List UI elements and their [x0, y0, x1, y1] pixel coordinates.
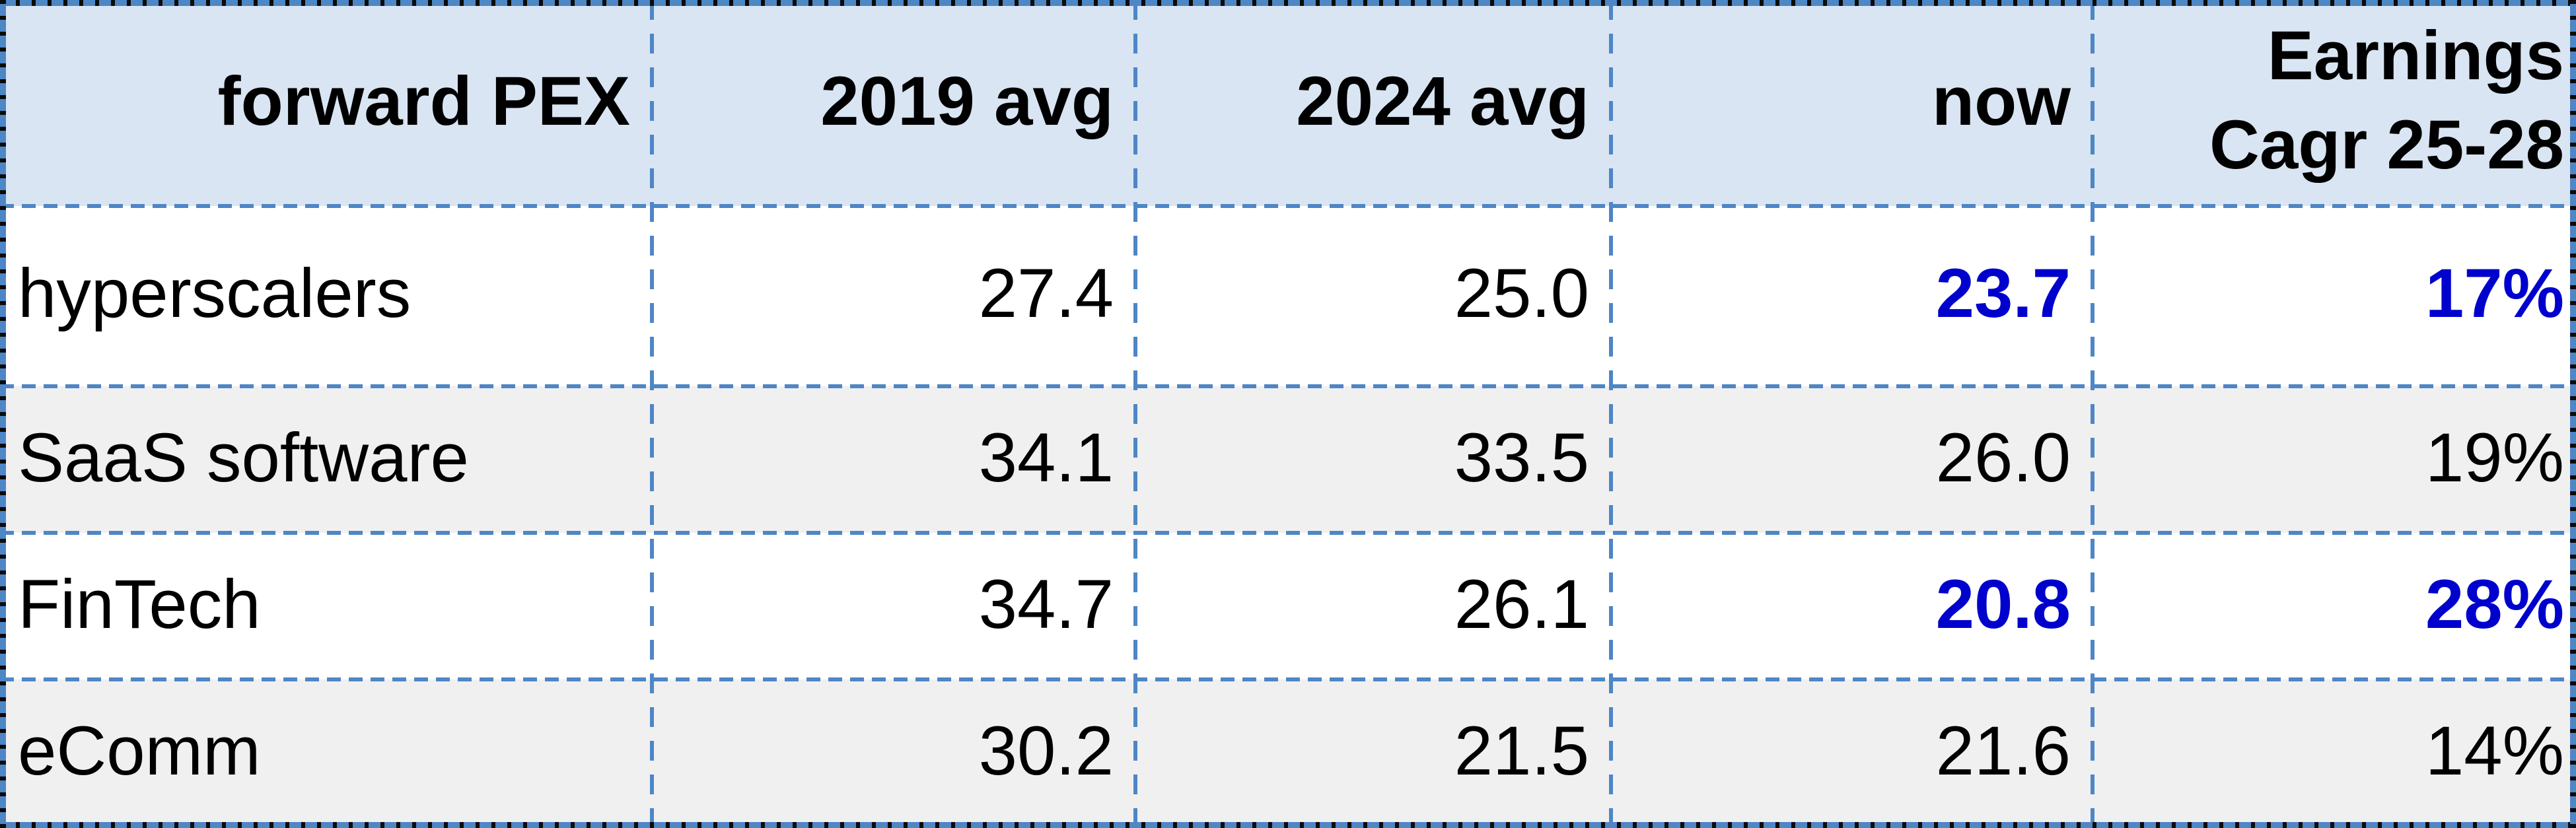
header-2019-avg[interactable]: 2019 avg	[652, 0, 1135, 206]
cell-ecomm-label[interactable]: eComm	[0, 679, 652, 828]
cell-fintech-2019-avg[interactable]: 34.7	[978, 565, 1114, 643]
header-forward-pex[interactable]: forward PEX	[0, 0, 652, 206]
cell-ecomm-2019-avg[interactable]: 30.2	[652, 679, 1135, 828]
cell-fintech-label[interactable]: FinTech	[18, 565, 261, 643]
cell-fintech-cagr[interactable]: 28%	[2425, 565, 2564, 643]
cell-hyperscalers-cagr[interactable]: 17%	[2425, 256, 2564, 333]
cell-saas-now[interactable]: 26.0	[1611, 386, 2093, 533]
selection-marquee-right	[2570, 0, 2576, 828]
cell-saas-2019-avg[interactable]: 34.1	[652, 386, 1135, 533]
grid-vline-2	[1133, 0, 1137, 828]
grid-hline-3	[0, 531, 2576, 535]
cell-fintech-now[interactable]: 20.8	[1935, 565, 2071, 643]
cell-saas-2024-avg[interactable]: 33.5	[1135, 386, 1611, 533]
cell-hyperscalers-label[interactable]: hyperscalers	[18, 256, 411, 333]
cell-saas-cagr[interactable]: 19%	[2093, 386, 2576, 533]
selection-marquee-bottom	[0, 822, 2576, 828]
grid-hline-4	[0, 677, 2576, 681]
grid-vline-3	[1609, 0, 1613, 828]
grid-hline-2	[0, 384, 2576, 388]
grid-vline-1	[650, 0, 654, 828]
cell-saas-label[interactable]: SaaS software	[0, 386, 652, 533]
selection-marquee-top	[0, 0, 2576, 6]
cell-hyperscalers-now[interactable]: 23.7	[1935, 256, 2071, 333]
cell-ecomm-cagr[interactable]: 14%	[2093, 679, 2576, 828]
cell-fintech-2024-avg[interactable]: 26.1	[1454, 565, 1589, 643]
grid-vline-4	[2091, 0, 2094, 828]
cell-hyperscalers-2019-avg[interactable]: 27.4	[978, 256, 1114, 333]
cell-hyperscalers-2024-avg[interactable]: 25.0	[1454, 256, 1589, 333]
cell-ecomm-2024-avg[interactable]: 21.5	[1135, 679, 1611, 828]
header-2024-avg[interactable]: 2024 avg	[1135, 0, 1611, 206]
selection-marquee-left	[0, 0, 6, 828]
header-now[interactable]: now	[1611, 0, 2093, 206]
header-earnings-cagr[interactable]: Earnings Cagr 25-28	[2093, 0, 2576, 206]
cell-ecomm-now[interactable]: 21.6	[1611, 679, 2093, 828]
grid-hline-1	[0, 204, 2576, 208]
